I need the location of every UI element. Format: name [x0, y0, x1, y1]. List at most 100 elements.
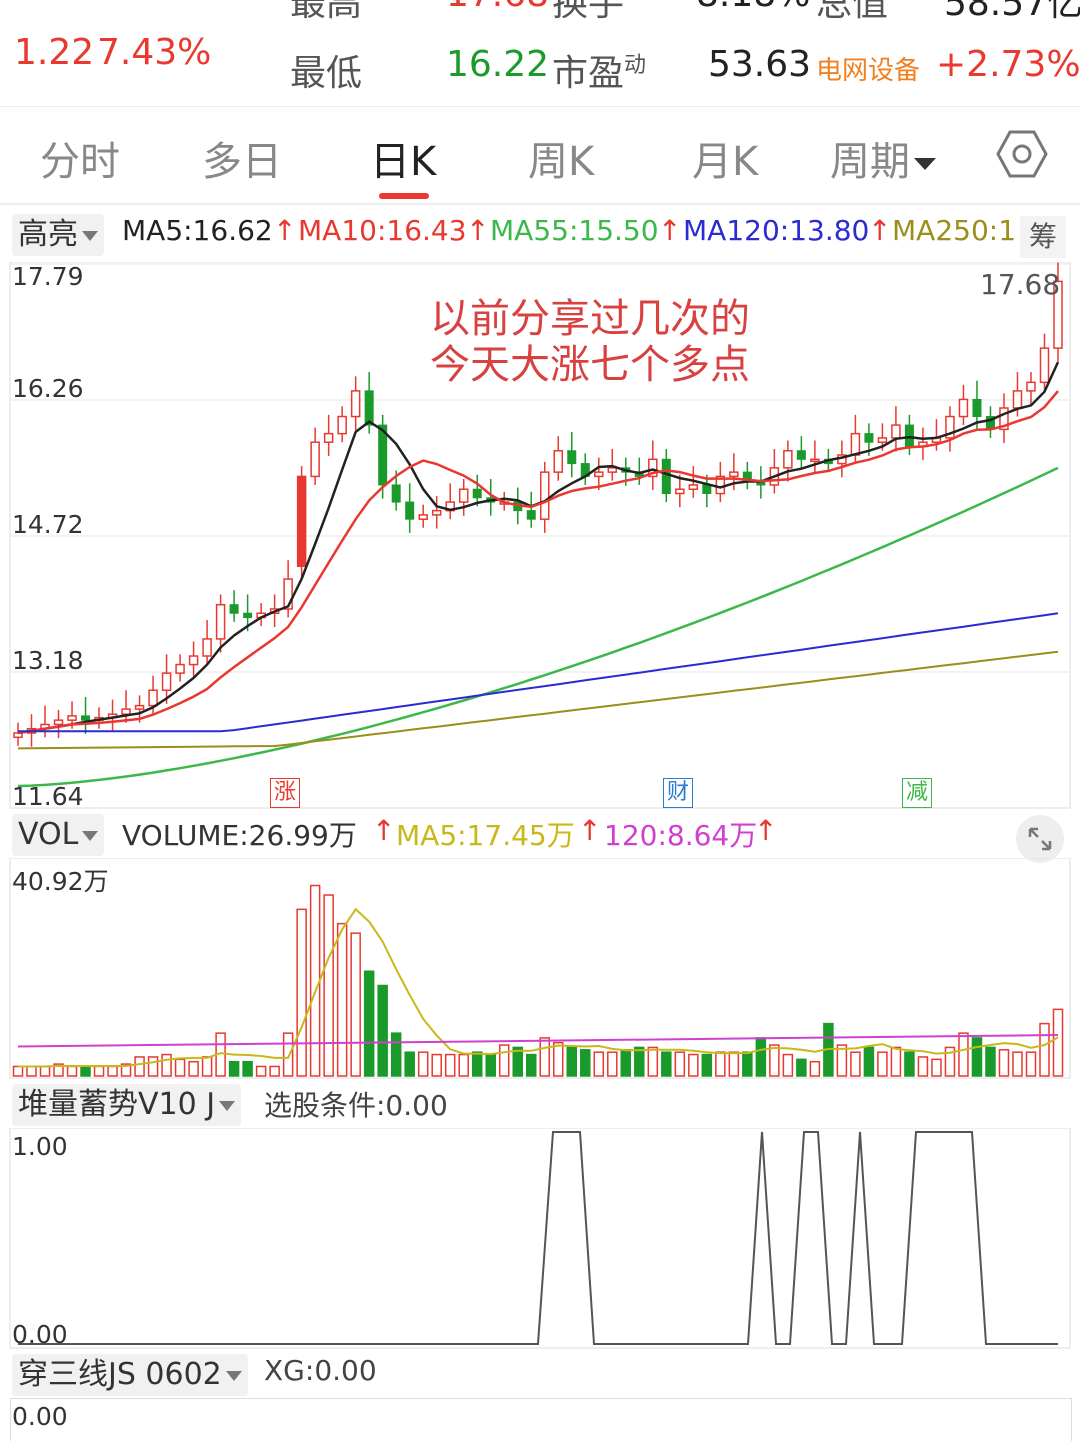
volume-bar	[890, 1046, 902, 1077]
volume-bar	[607, 1051, 618, 1077]
tab-yuek[interactable]: 月K	[692, 139, 759, 185]
indicator1-y-bottom: 0.00	[12, 1320, 68, 1349]
indicator1-selector[interactable]: 堆量蓄势V10 J	[12, 1084, 242, 1126]
candle-body-up	[607, 467, 618, 473]
ma-legend: 高亮 MA5:16.62 ↑ MA10:16.43 ↑ MA55:15.50 ↑…	[0, 214, 1080, 258]
row1-label-turnover: 换手	[552, 0, 625, 24]
volume-bar	[363, 970, 375, 1077]
volume-bar	[796, 1058, 807, 1077]
tab-duori[interactable]: 多日	[202, 139, 282, 185]
expand-icon[interactable]	[1016, 815, 1064, 863]
candle-body-up	[1026, 381, 1036, 392]
indicator1-line	[18, 1131, 1058, 1345]
indicator1-value: 选股条件:0.00	[264, 1089, 448, 1122]
y-tick-1626: 16.26	[12, 374, 84, 403]
volume-bar	[904, 1051, 915, 1077]
price-change: 1.22	[14, 32, 95, 73]
candle-body-up	[431, 509, 442, 516]
tab-fenshi[interactable]: 分时	[40, 139, 120, 185]
candle-body-up	[594, 471, 604, 478]
candle-body-up	[121, 708, 131, 715]
volume-bar	[593, 1051, 605, 1077]
indicator1-frame	[9, 1128, 1071, 1349]
pe-sup: 动	[624, 53, 647, 78]
tab-zhouqi[interactable]: 周期	[830, 129, 936, 187]
candle-body-up	[350, 390, 361, 418]
tab-rik[interactable]: 日K	[370, 139, 437, 185]
volume-bar	[661, 1051, 672, 1077]
candle-body-up	[148, 689, 158, 707]
indicator1-selector-label: 堆量蓄势V10 J	[18, 1087, 216, 1122]
annotation-line-2: 今天大涨七个多点	[430, 342, 750, 388]
y-tick-1318: 13.18	[12, 646, 84, 675]
volume-bar	[688, 1053, 699, 1077]
vol-ma120-label: 120:8.64万	[604, 819, 758, 852]
volume-bar	[553, 1041, 564, 1077]
volume-bar	[417, 1051, 429, 1077]
candle-body-up	[1039, 347, 1050, 384]
sector-name[interactable]: 电网设备	[816, 56, 921, 86]
volume-bar	[80, 1065, 91, 1077]
candle-body-down	[391, 484, 401, 503]
candle-body-down	[81, 715, 91, 721]
chip-distribution-button[interactable]: 筹	[1020, 216, 1066, 258]
vol-ma120-up-arrow: ↑	[754, 814, 778, 847]
vol-selector[interactable]: VOL	[12, 814, 105, 856]
candle-body-down	[567, 450, 577, 465]
event-marker-jian[interactable]: 减	[902, 778, 932, 808]
volume-bar	[998, 1049, 1010, 1077]
volume-bar	[444, 1053, 456, 1077]
volume-bar	[566, 1046, 578, 1077]
period-tabs: 分时 多日 日K 周K 月K 周期	[0, 107, 1080, 205]
candle-body-down	[526, 510, 536, 520]
volume-bar	[1052, 1008, 1064, 1077]
ma55-line	[17, 466, 1059, 788]
high-price-label: 17.68	[980, 268, 1061, 301]
volume-bar	[255, 1065, 267, 1077]
volume-bar	[188, 1060, 199, 1077]
settings-hexagon-icon[interactable]	[996, 128, 1048, 180]
volume-ma120-line	[17, 1034, 1059, 1048]
ma55-up-arrow: ↑	[658, 214, 682, 247]
chevron-down-icon	[219, 1100, 236, 1111]
highlight-selector[interactable]: 高亮	[12, 214, 104, 256]
event-marker-zhang[interactable]: 涨	[270, 778, 300, 808]
ma5-up-arrow: ↑	[273, 214, 297, 247]
volume-bar	[228, 1060, 240, 1077]
indicator2-selector[interactable]: 穿三线JS 0602	[12, 1354, 248, 1396]
candle-body-down	[702, 484, 712, 495]
event-marker-cai[interactable]: 财	[663, 778, 693, 808]
candle-body-down	[661, 458, 671, 495]
volume-bar	[620, 1049, 632, 1077]
tab-zhouk[interactable]: 周K	[528, 139, 595, 185]
candle-body-up	[67, 715, 77, 721]
ma10-line	[17, 390, 1059, 735]
indicator2-legend: 穿三线JS 0602 XG:0.00	[0, 1354, 1080, 1398]
kline-chart[interactable]	[0, 262, 1080, 810]
volume-bar	[1012, 1051, 1023, 1077]
candle-body-up	[323, 432, 334, 443]
ma5-label: MA5:16.62	[122, 214, 273, 247]
volume-bar	[525, 1053, 537, 1077]
volume-bar	[66, 1065, 78, 1077]
candle-body-down	[378, 424, 388, 486]
volume-bar	[850, 1051, 861, 1077]
volume-bar	[107, 1065, 118, 1077]
low-label: 最低	[290, 53, 363, 94]
candle-body-up	[337, 415, 347, 435]
volume-bar	[809, 1060, 821, 1077]
vol-selector-label: VOL	[18, 817, 79, 852]
volume-chart[interactable]	[0, 858, 1080, 1080]
chevron-down-icon	[82, 830, 99, 841]
volume-bar	[336, 922, 348, 1077]
ma120-label: MA120:13.80	[683, 214, 870, 247]
volume-bar	[147, 1056, 159, 1077]
candle-body-up	[688, 484, 699, 490]
indicator1-chart[interactable]	[0, 1128, 1080, 1350]
row1-value-mcap: 58.57亿	[944, 0, 1080, 24]
candle-body-up	[958, 398, 969, 418]
pe-label: 市盈动	[552, 44, 646, 96]
ma250-label: MA250:1	[892, 214, 1017, 247]
candle-body-down	[472, 488, 482, 499]
indicator2-value: XG:0.00	[264, 1354, 377, 1387]
